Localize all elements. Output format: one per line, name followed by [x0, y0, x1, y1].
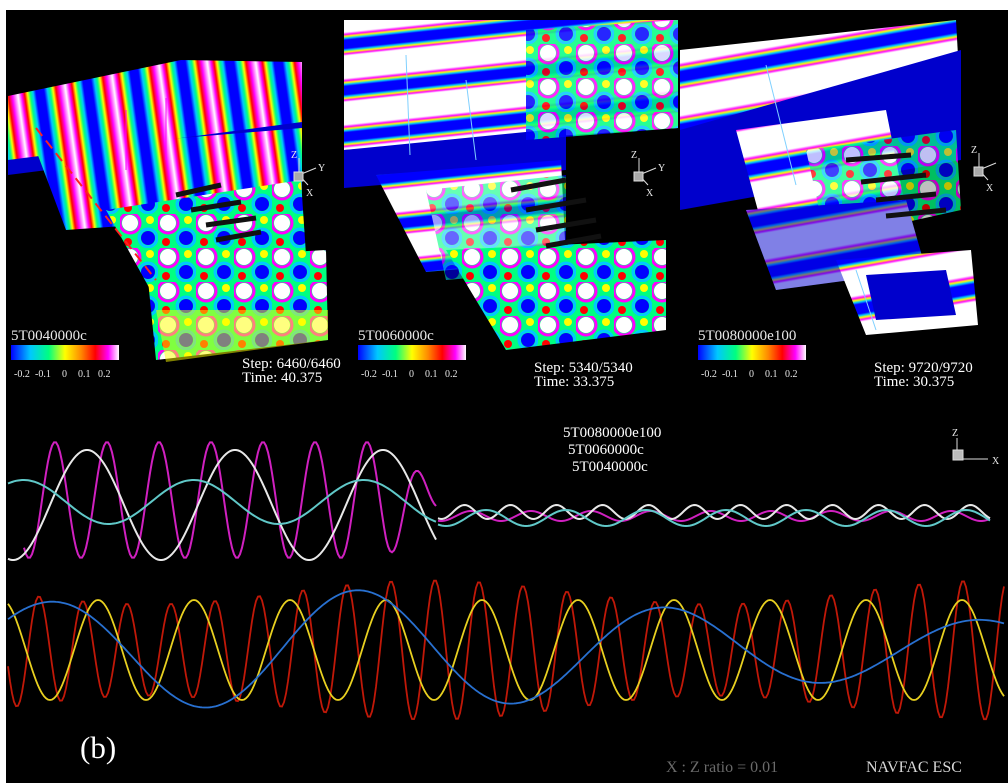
- panel-3-case-label: 5T0080000e100: [698, 328, 797, 344]
- colorbar-tick: -0.1: [722, 369, 738, 380]
- panel-1-step: Step: 6460/6460: [242, 356, 341, 372]
- axis-triad-xz: [952, 438, 988, 461]
- colorbar-tick: -0.1: [35, 369, 51, 380]
- colorbar-tick: -0.2: [14, 369, 30, 380]
- axis-x-label: X: [306, 188, 314, 199]
- colorbar-tick: 0.2: [445, 369, 458, 380]
- upper-cyan-tail: [437, 508, 991, 528]
- axis-triad-2: [633, 158, 657, 186]
- colorbar-tick: 0.2: [98, 369, 111, 380]
- axis-z-label: Z: [952, 428, 959, 439]
- panel-1-surface: [8, 60, 328, 362]
- panel-3-surface: [680, 20, 978, 335]
- axis-x-label: X: [992, 456, 1000, 467]
- panel-1-time: Time: 40.375: [242, 370, 323, 386]
- colorbar-tick: 0: [62, 369, 67, 380]
- axis-z-label: Z: [971, 145, 978, 156]
- legend-entry-3: 5T0040000c: [572, 459, 648, 475]
- colorbar-tick: -0.2: [701, 369, 717, 380]
- colorbar-tick: -0.2: [361, 369, 377, 380]
- colorbar-tick: 0.1: [425, 369, 438, 380]
- colorbar-2: [358, 345, 466, 360]
- axis-x-label: X: [986, 183, 994, 194]
- lower-wave-traces: [7, 579, 1005, 721]
- lower-blue-trace: [7, 589, 1005, 709]
- scene-svg: [7, 20, 1005, 721]
- legend-entry-2: 5T0060000c: [568, 442, 644, 458]
- legend-entry-1: 5T0080000e100: [563, 425, 662, 441]
- panel-2-step: Step: 5340/5340: [534, 360, 633, 376]
- colorbar-tick: 0: [749, 369, 754, 380]
- upper-magenta-trace: [23, 441, 437, 559]
- panel-3-time: Time: 30.375: [874, 374, 955, 390]
- panel-label: (b): [80, 730, 117, 765]
- colorbar-tick: 0.1: [765, 369, 778, 380]
- axis-x-label: X: [646, 188, 654, 199]
- colorbar-1: [11, 345, 119, 360]
- axis-y-label: Y: [658, 163, 666, 174]
- xz-ratio-label: X : Z ratio = 0.01: [666, 759, 779, 776]
- colorbar-tick: -0.1: [382, 369, 398, 380]
- lower-red-trace: [7, 579, 1005, 721]
- axis-z-label: Z: [631, 150, 638, 161]
- axis-triad-3: [973, 153, 997, 181]
- panel-2-case-label: 5T0060000c: [358, 328, 434, 344]
- lower-yellow-trace: [7, 599, 1005, 701]
- axis-triad-1: [293, 158, 317, 186]
- panel-3-step: Step: 9720/9720: [874, 360, 973, 376]
- colorbar-tick: 0.1: [78, 369, 91, 380]
- panel-2-surface: [344, 20, 678, 350]
- upper-cyan-trace: [7, 479, 437, 525]
- colorbar-tick: 0: [409, 369, 414, 380]
- panel-2-time: Time: 33.375: [534, 374, 615, 390]
- axis-z-label: Z: [291, 150, 298, 161]
- panel-1-case-label: 5T0040000c: [11, 328, 87, 344]
- colorbar-tick: 0.2: [785, 369, 798, 380]
- visualization-canvas: 5T0040000c Step: 6460/6460 Time: 40.375 …: [6, 10, 1008, 783]
- upper-white-trace: [7, 449, 437, 561]
- credit-label: NAVFAC ESC: [866, 759, 962, 776]
- upper-white-tail: [437, 503, 991, 521]
- upper-wave-traces: [7, 441, 991, 561]
- colorbar-3: [698, 345, 806, 360]
- axis-y-label: Y: [318, 163, 326, 174]
